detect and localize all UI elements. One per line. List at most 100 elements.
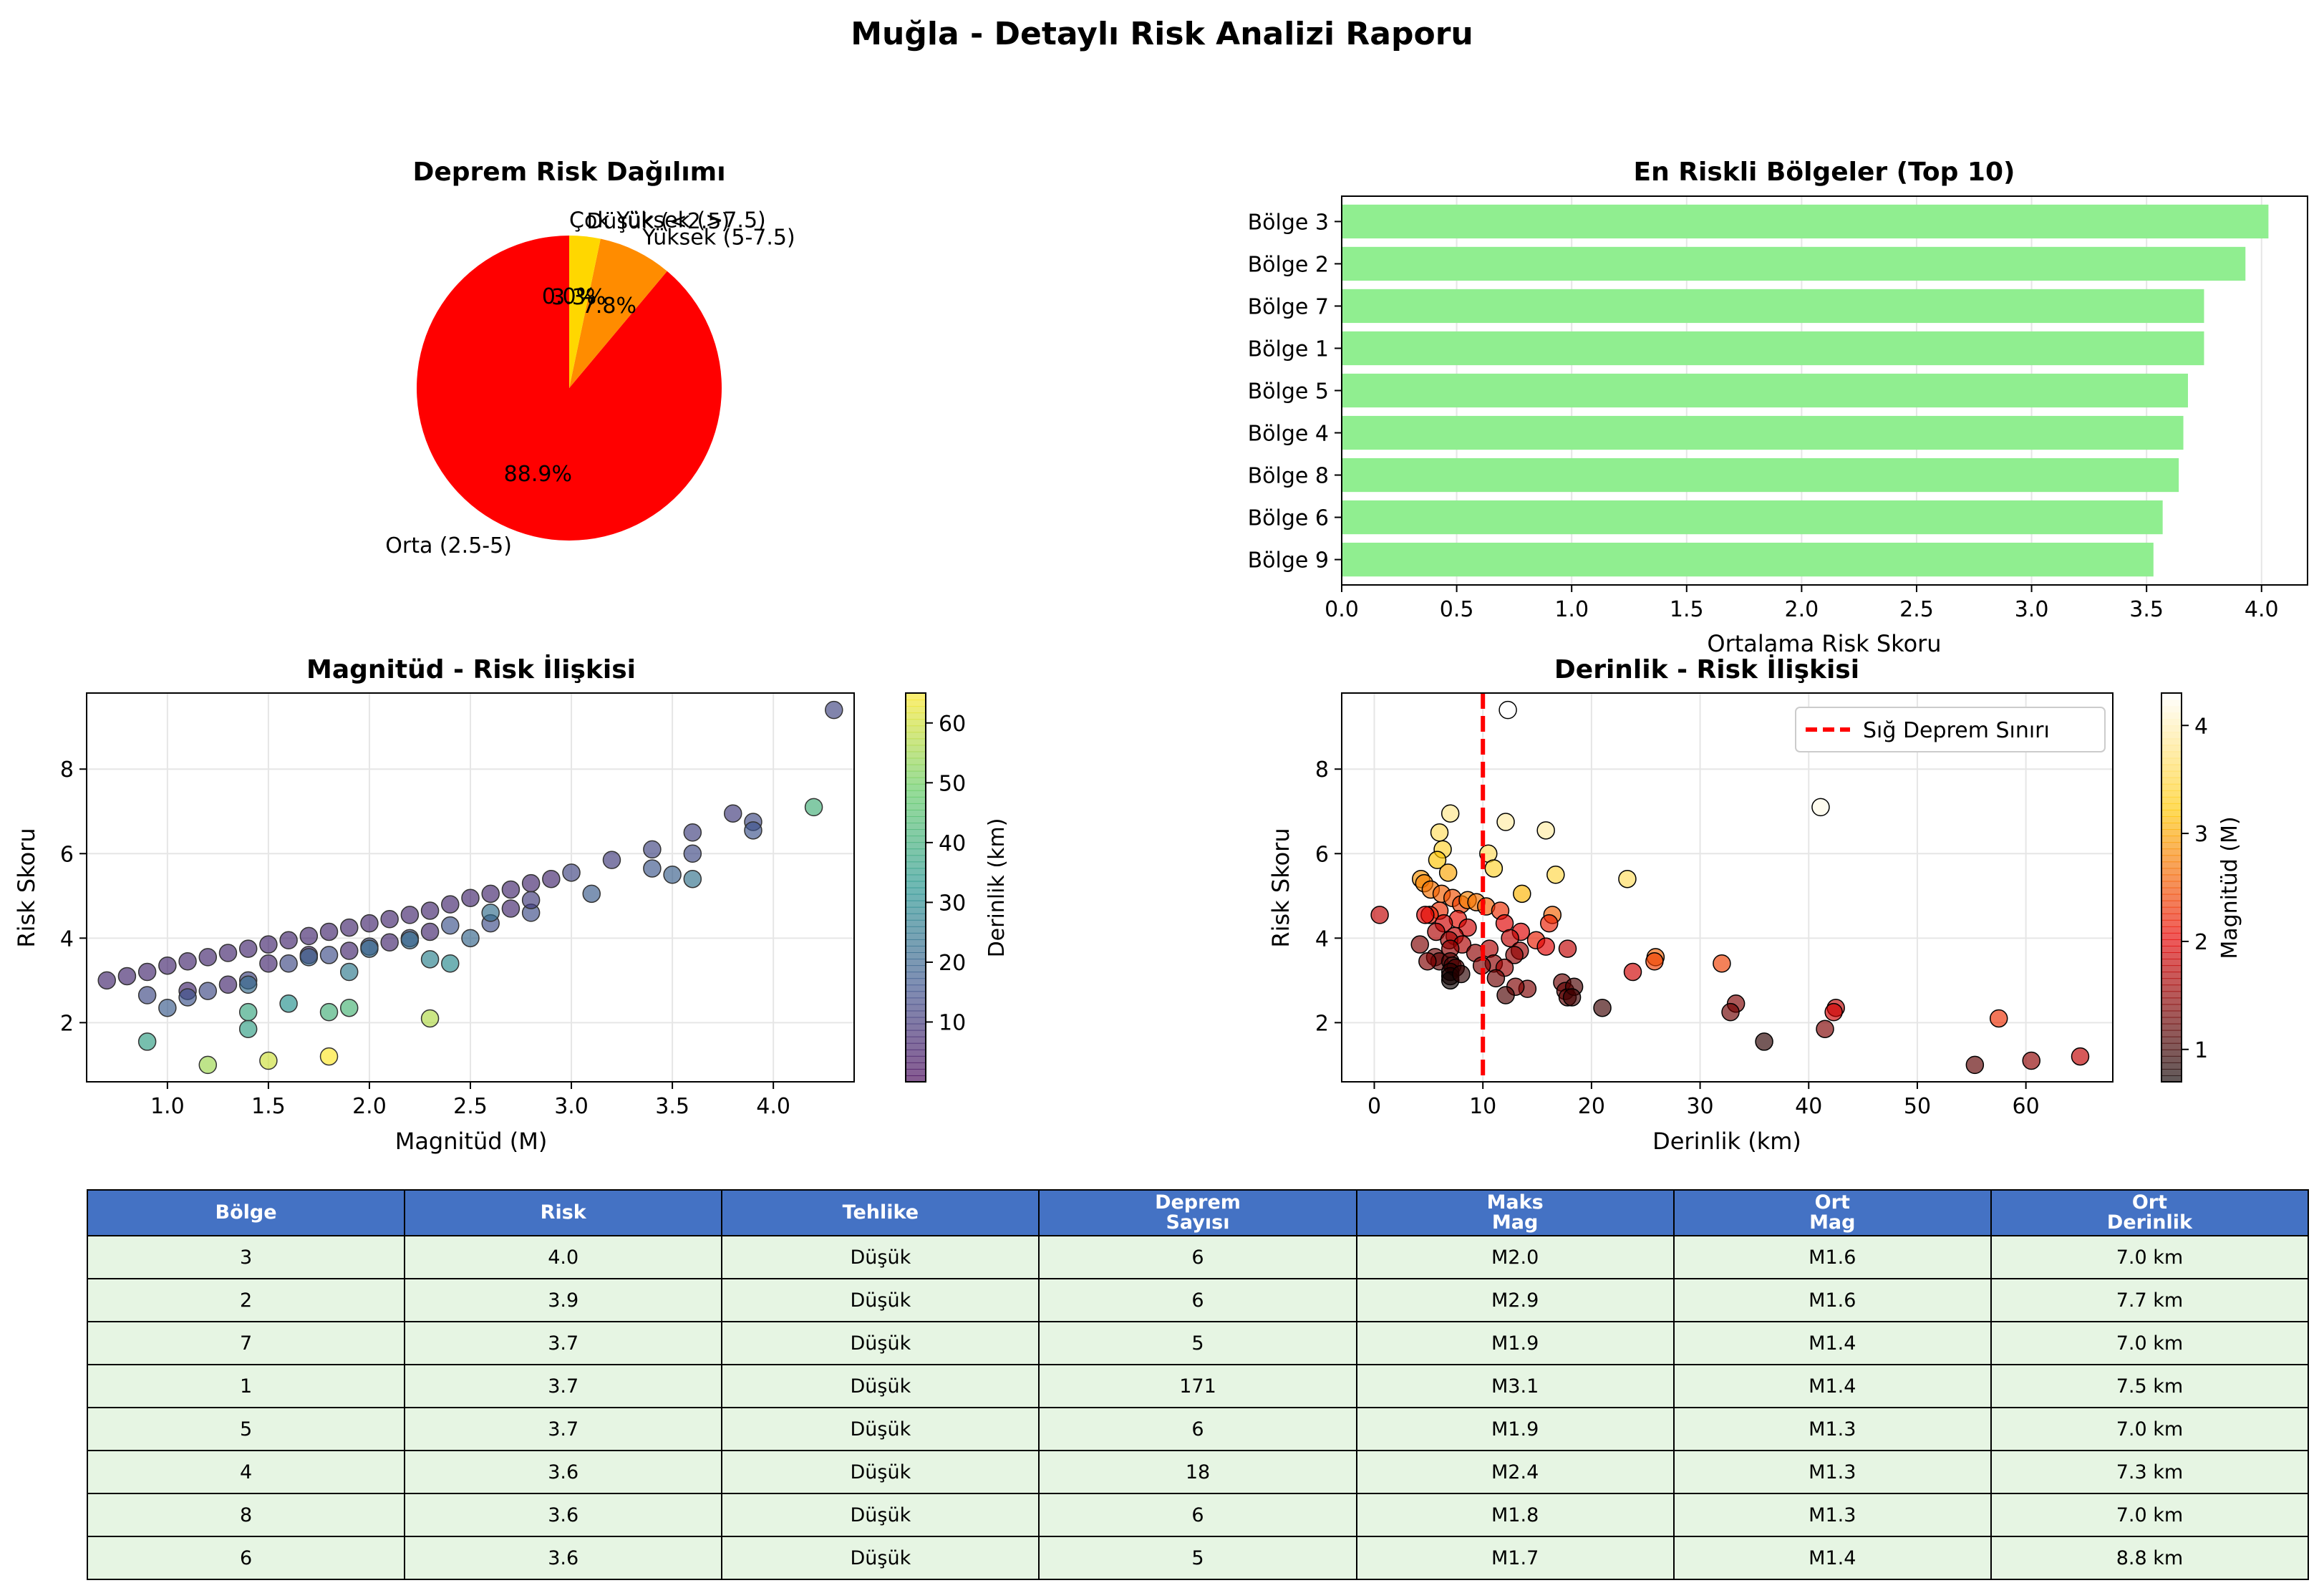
scatter-point: [420, 1009, 440, 1028]
colorbar-segment: [2161, 796, 2182, 804]
colorbar-segment: [906, 823, 926, 831]
scatter-ytick-label: 6: [60, 842, 74, 867]
scatter-point: [279, 954, 298, 973]
bar-xtick-label: 0.5: [1440, 597, 1474, 622]
table-cell: M1.6: [1672, 1235, 1992, 1279]
scatter-point: [1816, 1020, 1834, 1038]
colorbar-segment: [906, 1017, 926, 1025]
table-cell: 2: [86, 1278, 406, 1322]
scatter-point: [2071, 1047, 2090, 1066]
scatter2-grid: [1342, 693, 2113, 1082]
colorbar-segment: [2161, 1036, 2182, 1044]
scatter-point: [299, 948, 319, 967]
colorbar-segment: [2161, 738, 2182, 746]
pie-slice-percent: 3.3%: [551, 285, 606, 310]
colorbar-segment: [906, 1049, 926, 1057]
bar-category-label: Bölge 7: [1248, 294, 1329, 319]
scatter-ytick-label: 4: [1315, 926, 1329, 952]
colorbar-segment: [906, 693, 926, 701]
scatter-point: [1824, 1002, 1843, 1022]
table-header-cell: Risk: [404, 1189, 723, 1236]
colorbar-segment: [906, 764, 926, 772]
table-row: 7 3.7 Düşük 5 M1.9 M1.4 7.0 km: [86, 1321, 2310, 1365]
table-cell: 3.6: [404, 1450, 723, 1494]
scatter2-legend: Sığ Deprem Sınırı: [1795, 707, 2106, 752]
bar-category-label: Bölge 2: [1248, 252, 1329, 277]
table-cell: 7.3 km: [1990, 1450, 2310, 1494]
scatter-point: [380, 933, 399, 952]
scatter-xtick-label: 60: [2013, 1094, 2040, 1119]
colorbar-segment: [2161, 1062, 2182, 1070]
scatter-point: [1989, 1009, 2008, 1028]
table-cell: 7.0 km: [1990, 1407, 2310, 1451]
bar-xtick-label: 4.0: [2245, 597, 2279, 622]
colorbar-segment: [2161, 725, 2182, 733]
scatter-point: [259, 935, 278, 954]
scatter1-colorbar-label: Derinlik (km): [984, 818, 1010, 958]
bar-category-label: Bölge 9: [1248, 548, 1329, 573]
bar-xtick-label: 1.0: [1554, 597, 1589, 622]
scatter-xtick-label: 0: [1367, 1094, 1381, 1119]
colorbar-segment: [2161, 712, 2182, 720]
colorbar-segment: [2161, 972, 2182, 979]
colorbar-segment: [906, 783, 926, 791]
scatter-point: [198, 948, 218, 967]
colorbar-segment: [2161, 815, 2182, 823]
colorbar-segment: [2161, 719, 2182, 727]
table-cell: M1.9: [1355, 1321, 1675, 1365]
scatter-point: [643, 840, 662, 859]
scatter2-ticks: 0 10 20 30 40 50 60 2 4 6 8: [1315, 757, 2040, 1119]
colorbar-segment: [2161, 699, 2182, 707]
scatter-point: [117, 967, 137, 986]
bar: [1342, 331, 2204, 366]
scatter-point: [521, 891, 541, 909]
scatter-point: [1486, 969, 1506, 988]
table-header-cell: Ort Mag: [1672, 1189, 1992, 1236]
scatter-point: [481, 884, 500, 904]
colorbar-segment: [2161, 900, 2182, 908]
scatter-point: [158, 998, 177, 1017]
scatter-point: [400, 931, 420, 950]
table-cell: 4.0: [404, 1235, 723, 1279]
scatter-point: [441, 916, 460, 935]
scatter1-xlabel: Magnitüd (M): [395, 1128, 548, 1155]
colorbar-segment: [2161, 906, 2182, 914]
scatter-point: [218, 944, 238, 962]
colorbar-segment: [906, 959, 926, 967]
scatter-point: [1438, 863, 1458, 882]
scatter-point: [1499, 700, 1517, 720]
bar-category-label: Bölge 5: [1248, 379, 1329, 405]
scatter-point: [238, 1002, 258, 1022]
table-row: 5 3.7 Düşük 6 M1.9 M1.3 7.0 km: [86, 1407, 2310, 1451]
colorbar-segment: [906, 906, 926, 914]
colorbar-tick-label: 60: [939, 712, 966, 737]
table-cell: M1.9: [1355, 1407, 1675, 1451]
scatter-point: [1513, 884, 1531, 904]
scatter-point: [259, 1051, 278, 1070]
colorbar-segment: [2161, 926, 2182, 934]
scatter-point: [420, 901, 440, 920]
scatter-point: [259, 954, 278, 973]
scatter-point: [542, 869, 561, 889]
bar-category-label: Bölge 3: [1248, 210, 1329, 235]
scatter-ytick-label: 8: [60, 757, 74, 783]
colorbar-segment: [906, 712, 926, 720]
scatter-point: [238, 1020, 258, 1038]
colorbar-segment: [2161, 1042, 2182, 1050]
scatter-point: [1536, 937, 1555, 956]
magnitude-risk-scatter: Magnitüd - Risk İlişkisi 1.0 1.5 2.0 2.5 3.0…: [13, 654, 1010, 1155]
scatter-xtick-label: 2.5: [453, 1094, 488, 1119]
colorbar-segment: [906, 991, 926, 999]
table-cell: M1.3: [1672, 1450, 1992, 1494]
table-cell: M1.4: [1672, 1364, 1992, 1408]
scatter1-colorbar: 10 20 30 40 50 60: [905, 692, 966, 1083]
colorbar-segment: [906, 706, 926, 714]
colorbar-segment: [2161, 848, 2182, 856]
scatter-ytick-label: 6: [1315, 842, 1329, 867]
colorbar-segment: [906, 745, 926, 752]
scatter-point: [562, 863, 581, 882]
colorbar-segment: [2161, 757, 2182, 765]
table-cell: Düşük: [721, 1278, 1040, 1322]
scatter-point: [339, 998, 359, 1017]
scatter-point: [501, 899, 521, 918]
